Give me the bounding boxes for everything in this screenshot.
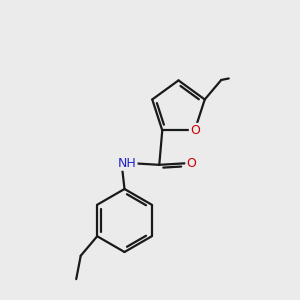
Text: NH: NH: [118, 157, 136, 170]
Text: O: O: [186, 157, 196, 170]
Text: O: O: [190, 124, 200, 137]
